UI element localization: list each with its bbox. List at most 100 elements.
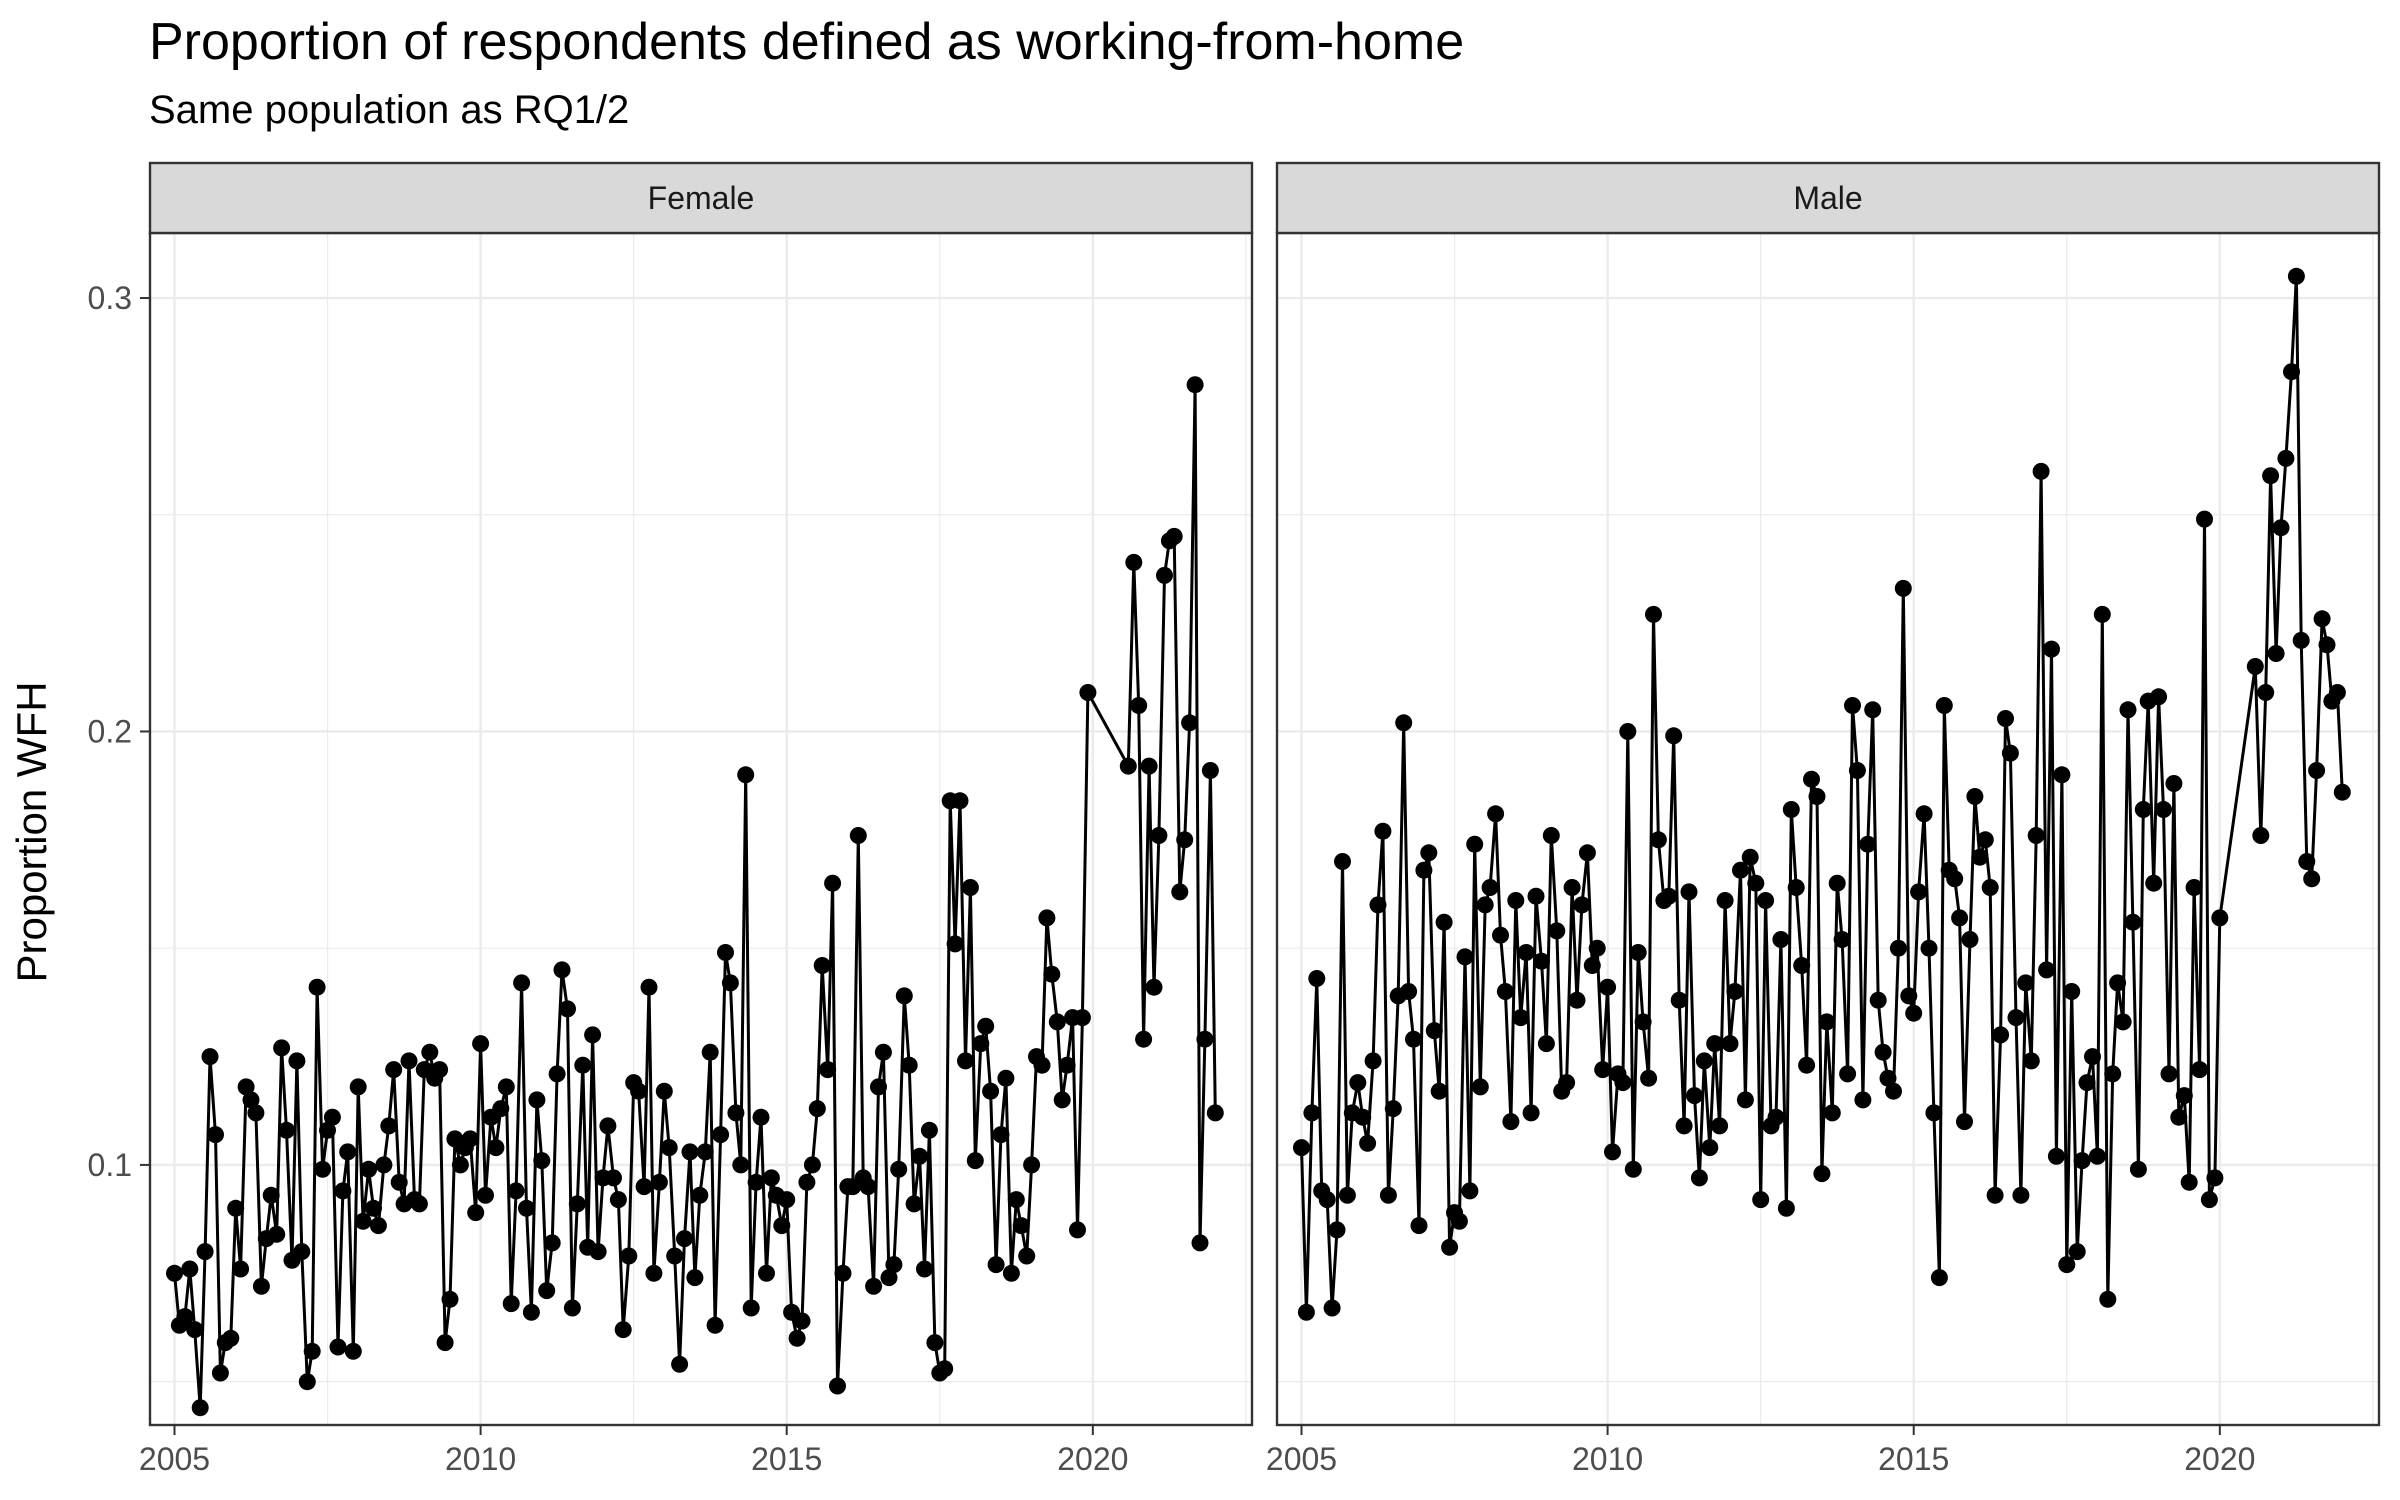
data-point (2298, 853, 2316, 870)
data-point (1533, 952, 1550, 970)
data-point (778, 1191, 796, 1209)
data-point (911, 1147, 929, 1165)
data-point (1854, 1091, 1872, 1109)
data-point (900, 1056, 918, 1074)
data-point (645, 1264, 663, 1282)
data-point (1981, 879, 1999, 896)
data-point (1502, 1113, 1520, 1131)
data-point (1018, 1247, 1036, 1265)
data-point (1828, 874, 1846, 892)
data-point (528, 1091, 546, 1109)
data-point (2246, 658, 2264, 675)
chart-subtitle: Same population as RQ1/2 (149, 88, 630, 132)
chart-title: Proportion of respondents defined as wor… (149, 13, 1465, 71)
data-point (1079, 684, 1097, 701)
data-point (920, 1121, 938, 1139)
data-point (201, 1048, 219, 1066)
data-point (630, 1082, 648, 1100)
data-point (1038, 909, 1056, 927)
data-point (1033, 1056, 1051, 1074)
data-point (803, 1156, 821, 1174)
data-point (518, 1199, 535, 1217)
data-point (1487, 805, 1505, 823)
data-point (222, 1329, 240, 1347)
data-point (1420, 844, 1438, 862)
x-tick-label: 2020 (1057, 1441, 1128, 1477)
data-point (2007, 1009, 2025, 1027)
data-point (1568, 991, 1586, 1009)
data-point (635, 1178, 653, 1196)
data-point (1910, 883, 1928, 901)
data-point (2073, 1152, 2091, 1170)
data-point (1848, 762, 1866, 779)
data-point (451, 1156, 469, 1174)
data-point (385, 1061, 403, 1079)
data-point (1961, 931, 1979, 948)
data-point (1946, 870, 1964, 888)
data-point (323, 1108, 341, 1126)
data-point (1624, 1160, 1642, 1178)
data-point (2267, 645, 2285, 662)
data-point (390, 1173, 408, 1191)
data-point (1925, 1104, 1943, 1122)
data-point (1481, 879, 1499, 896)
data-point (849, 827, 867, 844)
data-point (2053, 766, 2071, 784)
data-point (1604, 1143, 1621, 1161)
data-point (538, 1282, 556, 1300)
data-point (1665, 727, 1683, 745)
x-tick-label: 2015 (751, 1441, 822, 1477)
data-point (1675, 1117, 1693, 1135)
data-point (1048, 1013, 1066, 1031)
data-point (242, 1091, 260, 1109)
data-point (2068, 1243, 2086, 1261)
data-point (344, 1342, 362, 1360)
data-point (1156, 566, 1173, 584)
data-point (834, 1264, 852, 1282)
data-point (1354, 1108, 1372, 1126)
data-point (605, 1169, 622, 1187)
data-point (972, 1035, 990, 1053)
data-point (880, 1269, 898, 1287)
facet-strip (1275, 161, 2381, 235)
data-point (1701, 1139, 1719, 1157)
data-point (2063, 983, 2081, 1000)
data-point (186, 1321, 204, 1339)
data-point (2129, 1160, 2147, 1178)
data-point (467, 1204, 485, 1222)
data-point (1992, 1026, 2010, 1044)
data-point (1680, 883, 1698, 901)
data-point (2257, 684, 2275, 701)
data-point (2038, 961, 2056, 979)
data-point (339, 1143, 357, 1161)
data-point (737, 766, 755, 784)
data-point (2180, 1173, 2198, 1191)
data-point (1395, 714, 1413, 732)
data-point (773, 1217, 791, 1235)
y-axis-label: Proportion WFH (8, 681, 55, 982)
data-point (298, 1373, 316, 1391)
data-point (2001, 744, 2019, 762)
data-point (1752, 1191, 1770, 1209)
data-point (2191, 1061, 2209, 1079)
data-point (522, 1303, 540, 1321)
data-point (742, 1299, 760, 1317)
data-point (1747, 874, 1765, 892)
data-point (599, 1117, 617, 1135)
data-point (1171, 883, 1189, 901)
data-point (2058, 1256, 2076, 1274)
data-point (2211, 909, 2229, 927)
data-point (1818, 1013, 1836, 1031)
data-point (1542, 827, 1560, 844)
data-point (2155, 801, 2172, 818)
data-point (507, 1182, 525, 1200)
data-point (620, 1247, 638, 1265)
data-point (1176, 831, 1194, 849)
data-point (2114, 1013, 2132, 1031)
data-point (1512, 1009, 1530, 1027)
data-point (732, 1156, 750, 1174)
data-point (1905, 1004, 1923, 1022)
data-point (1297, 1303, 1315, 1321)
y-axis-label-group: Proportion WFH (8, 681, 55, 982)
y-tick-label: 0.3 (88, 280, 132, 316)
